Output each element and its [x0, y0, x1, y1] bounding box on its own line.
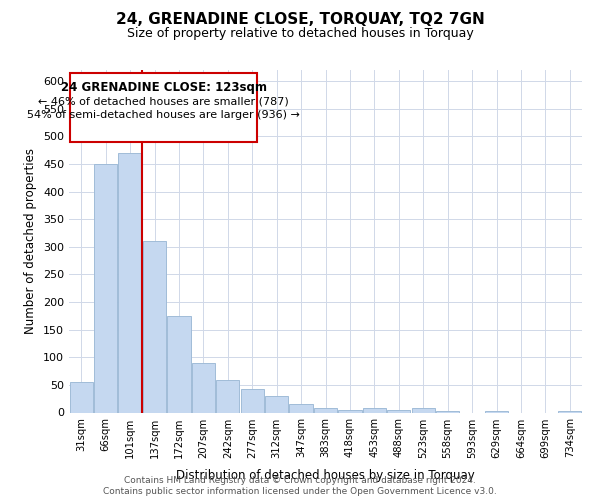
Bar — [70, 382, 93, 412]
Bar — [338, 410, 362, 412]
Bar — [485, 411, 508, 412]
Bar — [216, 380, 239, 412]
Bar — [167, 316, 191, 412]
Bar — [265, 396, 288, 412]
Bar — [118, 153, 142, 412]
Y-axis label: Number of detached properties: Number of detached properties — [25, 148, 37, 334]
Text: Contains HM Land Registry data © Crown copyright and database right 2024.: Contains HM Land Registry data © Crown c… — [124, 476, 476, 485]
Bar — [94, 164, 117, 412]
Text: Size of property relative to detached houses in Torquay: Size of property relative to detached ho… — [127, 28, 473, 40]
Bar — [363, 408, 386, 412]
Bar — [314, 408, 337, 412]
Text: 54% of semi-detached houses are larger (936) →: 54% of semi-detached houses are larger (… — [27, 110, 300, 120]
X-axis label: Distribution of detached houses by size in Torquay: Distribution of detached houses by size … — [176, 469, 475, 482]
Bar — [412, 408, 435, 412]
Bar — [192, 363, 215, 412]
Bar — [143, 242, 166, 412]
FancyBboxPatch shape — [70, 73, 257, 142]
Bar — [289, 404, 313, 412]
Text: Contains public sector information licensed under the Open Government Licence v3: Contains public sector information licen… — [103, 487, 497, 496]
Bar — [387, 410, 410, 412]
Text: ← 46% of detached houses are smaller (787): ← 46% of detached houses are smaller (78… — [38, 96, 289, 106]
Text: 24 GRENADINE CLOSE: 123sqm: 24 GRENADINE CLOSE: 123sqm — [61, 81, 266, 94]
Text: 24, GRENADINE CLOSE, TORQUAY, TQ2 7GN: 24, GRENADINE CLOSE, TORQUAY, TQ2 7GN — [116, 12, 484, 28]
Bar — [241, 390, 264, 412]
